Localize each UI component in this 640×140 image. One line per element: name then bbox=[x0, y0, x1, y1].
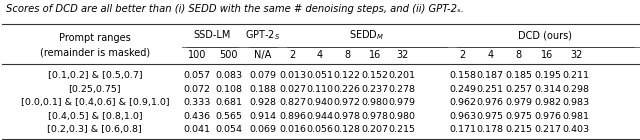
Text: 0.211: 0.211 bbox=[563, 71, 589, 80]
Text: 0.980: 0.980 bbox=[388, 112, 415, 121]
Text: N/A: N/A bbox=[254, 50, 271, 60]
Text: 0.056: 0.056 bbox=[307, 125, 333, 134]
Text: 0.298: 0.298 bbox=[563, 85, 589, 94]
Text: GPT-2$_S$: GPT-2$_S$ bbox=[245, 28, 280, 42]
Text: 0.565: 0.565 bbox=[215, 112, 243, 121]
Text: 0.314: 0.314 bbox=[534, 85, 561, 94]
Text: SEDD$_M$: SEDD$_M$ bbox=[349, 28, 385, 42]
Text: 0.152: 0.152 bbox=[361, 71, 388, 80]
Text: 8: 8 bbox=[516, 50, 522, 60]
Text: 0.215: 0.215 bbox=[506, 125, 532, 134]
Text: 0.928: 0.928 bbox=[249, 98, 276, 107]
Text: [0.25,0.75]: [0.25,0.75] bbox=[68, 85, 121, 94]
Text: 0.978: 0.978 bbox=[361, 112, 388, 121]
Text: 500: 500 bbox=[220, 50, 238, 60]
Text: 0.980: 0.980 bbox=[361, 98, 388, 107]
Text: 0.108: 0.108 bbox=[215, 85, 243, 94]
Text: 0.896: 0.896 bbox=[279, 112, 306, 121]
Text: 0.188: 0.188 bbox=[249, 85, 276, 94]
Text: 2: 2 bbox=[460, 50, 466, 60]
Text: 0.158: 0.158 bbox=[449, 71, 476, 80]
Text: 32: 32 bbox=[396, 50, 408, 60]
Text: 0.178: 0.178 bbox=[477, 125, 504, 134]
Text: 4: 4 bbox=[317, 50, 323, 60]
Text: 0.827: 0.827 bbox=[279, 98, 306, 107]
Text: 0.257: 0.257 bbox=[506, 85, 532, 94]
Text: 0.681: 0.681 bbox=[215, 98, 243, 107]
Text: [0.4,0.5] & [0.8,1.0]: [0.4,0.5] & [0.8,1.0] bbox=[47, 112, 142, 121]
Text: 0.054: 0.054 bbox=[215, 125, 243, 134]
Text: 0.051: 0.051 bbox=[307, 71, 333, 80]
Text: 0.185: 0.185 bbox=[506, 71, 532, 80]
Text: 0.944: 0.944 bbox=[307, 112, 333, 121]
Text: 0.403: 0.403 bbox=[563, 125, 590, 134]
Text: 0.110: 0.110 bbox=[307, 85, 333, 94]
Text: 0.041: 0.041 bbox=[184, 125, 211, 134]
Text: 0.975: 0.975 bbox=[477, 112, 504, 121]
Text: 4: 4 bbox=[487, 50, 493, 60]
Text: 0.083: 0.083 bbox=[215, 71, 243, 80]
Text: 0.976: 0.976 bbox=[534, 112, 561, 121]
Text: 0.983: 0.983 bbox=[563, 98, 590, 107]
Text: 0.249: 0.249 bbox=[449, 85, 476, 94]
Text: 0.975: 0.975 bbox=[506, 112, 532, 121]
Text: Scores of DCD are all better than (i) SEDD with the same # denoising steps, and : Scores of DCD are all better than (i) SE… bbox=[6, 4, 463, 13]
Text: 0.057: 0.057 bbox=[184, 71, 211, 80]
Text: 0.079: 0.079 bbox=[249, 71, 276, 80]
Text: 32: 32 bbox=[570, 50, 582, 60]
Text: 0.237: 0.237 bbox=[361, 85, 388, 94]
Text: 0.171: 0.171 bbox=[449, 125, 476, 134]
Text: 0.981: 0.981 bbox=[563, 112, 589, 121]
Text: 0.251: 0.251 bbox=[477, 85, 504, 94]
Text: 0.013: 0.013 bbox=[279, 71, 306, 80]
Text: 0.201: 0.201 bbox=[388, 71, 415, 80]
Text: [0.0,0.1] & [0.4,0.6] & [0.9,1.0]: [0.0,0.1] & [0.4,0.6] & [0.9,1.0] bbox=[20, 98, 169, 107]
Text: Prompt ranges
(remainder is masked): Prompt ranges (remainder is masked) bbox=[40, 33, 150, 57]
Text: 0.278: 0.278 bbox=[388, 85, 415, 94]
Text: 0.226: 0.226 bbox=[334, 85, 361, 94]
Text: 0.979: 0.979 bbox=[388, 98, 415, 107]
Text: 0.072: 0.072 bbox=[184, 85, 211, 94]
Text: 0.333: 0.333 bbox=[183, 98, 211, 107]
Text: 16: 16 bbox=[369, 50, 381, 60]
Text: 2: 2 bbox=[289, 50, 296, 60]
Text: 0.979: 0.979 bbox=[506, 98, 532, 107]
Text: DCD (ours): DCD (ours) bbox=[518, 30, 572, 40]
Text: 0.940: 0.940 bbox=[307, 98, 333, 107]
Text: 0.215: 0.215 bbox=[388, 125, 415, 134]
Text: 0.217: 0.217 bbox=[534, 125, 561, 134]
Text: 0.963: 0.963 bbox=[449, 112, 476, 121]
Text: 0.436: 0.436 bbox=[183, 112, 211, 121]
Text: 0.972: 0.972 bbox=[334, 98, 361, 107]
Text: 0.122: 0.122 bbox=[334, 71, 361, 80]
Text: [0.2,0.3] & [0.6,0.8]: [0.2,0.3] & [0.6,0.8] bbox=[47, 125, 142, 134]
Text: 0.195: 0.195 bbox=[534, 71, 561, 80]
Text: 0.027: 0.027 bbox=[279, 85, 306, 94]
Text: 0.207: 0.207 bbox=[361, 125, 388, 134]
Text: 0.914: 0.914 bbox=[249, 112, 276, 121]
Text: 0.978: 0.978 bbox=[334, 112, 361, 121]
Text: 0.128: 0.128 bbox=[334, 125, 361, 134]
Text: [0.1,0.2] & [0.5,0.7]: [0.1,0.2] & [0.5,0.7] bbox=[47, 71, 142, 80]
Text: 0.016: 0.016 bbox=[279, 125, 306, 134]
Text: 0.962: 0.962 bbox=[449, 98, 476, 107]
Text: 0.187: 0.187 bbox=[477, 71, 504, 80]
Text: 8: 8 bbox=[344, 50, 351, 60]
Text: SSD-LM: SSD-LM bbox=[194, 30, 231, 40]
Text: 0.976: 0.976 bbox=[477, 98, 504, 107]
Text: 16: 16 bbox=[541, 50, 554, 60]
Text: 0.069: 0.069 bbox=[249, 125, 276, 134]
Text: 0.982: 0.982 bbox=[534, 98, 561, 107]
Text: 100: 100 bbox=[188, 50, 206, 60]
